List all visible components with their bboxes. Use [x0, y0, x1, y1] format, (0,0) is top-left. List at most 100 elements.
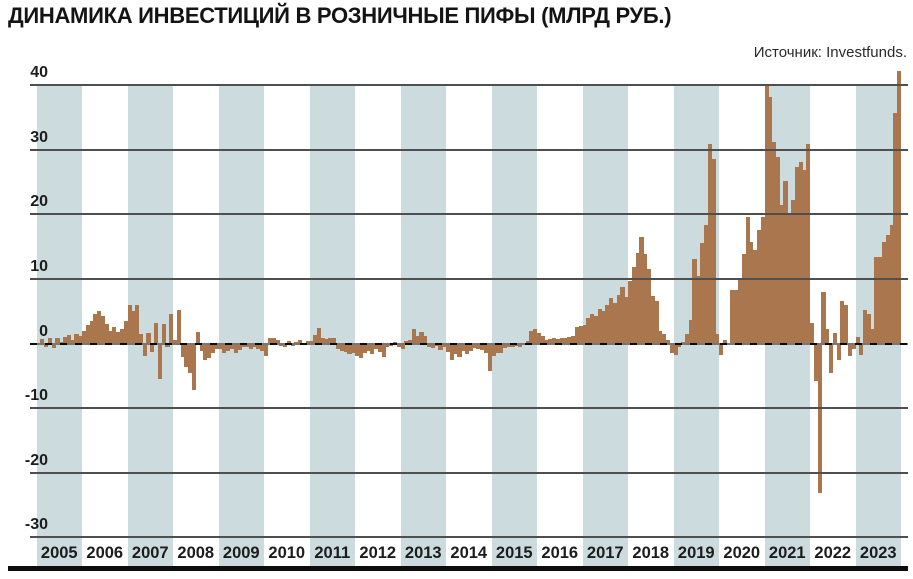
bar: [495, 343, 500, 353]
bar: [173, 340, 178, 344]
bar: [593, 315, 599, 344]
bar: [730, 290, 735, 344]
bar: [571, 335, 576, 344]
bar: [866, 313, 872, 344]
bar: [863, 309, 868, 344]
bar: [260, 343, 265, 352]
gridline: [30, 407, 908, 410]
x-tick-label: 2015: [495, 544, 533, 562]
bar: [806, 143, 811, 344]
bar: [461, 343, 466, 351]
bar: [366, 343, 371, 351]
bar: [286, 340, 291, 344]
bar: [810, 323, 815, 344]
bar: [370, 343, 375, 354]
bar: [100, 316, 106, 344]
bar: [313, 335, 318, 344]
y-tick-label: 10: [30, 257, 48, 275]
bar: [195, 331, 200, 344]
bar: [825, 329, 830, 344]
x-tick-label: 2008: [177, 544, 215, 562]
bar: [389, 343, 394, 347]
x-tick-label: 2022: [814, 544, 852, 562]
bar: [377, 343, 382, 352]
bar: [438, 343, 443, 350]
bar: [116, 331, 121, 344]
bar: [271, 337, 276, 344]
bar: [703, 224, 708, 344]
bar: [275, 339, 280, 344]
bar: [108, 330, 113, 344]
bar: [847, 343, 853, 357]
x-tick-label: 2023: [859, 544, 897, 562]
y-tick-label: 20: [30, 193, 48, 211]
bar: [491, 343, 496, 356]
bar: [669, 343, 674, 354]
x-tick-label: 2005: [40, 544, 78, 562]
bar: [597, 309, 602, 344]
bar: [601, 311, 606, 344]
bar: [63, 337, 68, 344]
bar: [373, 343, 379, 350]
bar: [510, 343, 515, 347]
bar: [616, 295, 621, 344]
bar: [529, 330, 534, 344]
bar: [339, 343, 344, 351]
bar: [700, 243, 705, 344]
bar: [476, 343, 481, 350]
x-axis-baseline: [8, 566, 908, 571]
bar: [605, 304, 610, 344]
gridline: [30, 83, 908, 86]
bar: [772, 141, 777, 344]
bar: [563, 338, 568, 344]
x-tick-label: 2007: [131, 544, 169, 562]
bar: [586, 317, 591, 344]
bar: [821, 291, 826, 344]
year-band: [491, 85, 537, 566]
bar: [650, 296, 655, 344]
bar: [218, 343, 223, 350]
bar: [480, 343, 485, 350]
bar: [840, 301, 845, 344]
y-tick-label: 40: [30, 63, 48, 81]
bar: [78, 335, 83, 344]
bar: [590, 314, 595, 344]
bar: [336, 343, 341, 350]
bar: [40, 338, 45, 344]
bar: [533, 328, 538, 344]
bar: [707, 144, 712, 344]
bar: [97, 311, 102, 344]
bar: [878, 256, 883, 344]
bar: [631, 267, 636, 344]
bar: [165, 343, 170, 347]
bar: [317, 327, 322, 344]
x-tick-label: 2010: [268, 544, 306, 562]
gridline: [30, 213, 908, 216]
bar: [559, 337, 564, 344]
bar: [745, 216, 750, 344]
bar: [245, 343, 250, 347]
source-label: Источник: Investfunds.: [753, 44, 907, 61]
bar: [385, 343, 390, 348]
bar: [885, 234, 890, 344]
bar: [518, 343, 523, 348]
bar: [411, 329, 417, 344]
bar: [176, 309, 181, 344]
bar: [442, 343, 447, 348]
bar: [882, 241, 887, 344]
bar: [734, 290, 739, 344]
bar: [749, 241, 754, 344]
bar: [400, 343, 405, 349]
bar: [654, 301, 659, 344]
bar: [737, 280, 743, 344]
bar: [51, 343, 56, 349]
bar: [779, 205, 784, 344]
bar: [427, 343, 432, 347]
x-tick-label: 2020: [723, 544, 761, 562]
bar: [408, 339, 413, 344]
bar: [893, 112, 898, 344]
bar: [207, 343, 212, 358]
bar: [222, 343, 227, 354]
bar: [237, 343, 242, 350]
zero-line: [30, 342, 908, 345]
